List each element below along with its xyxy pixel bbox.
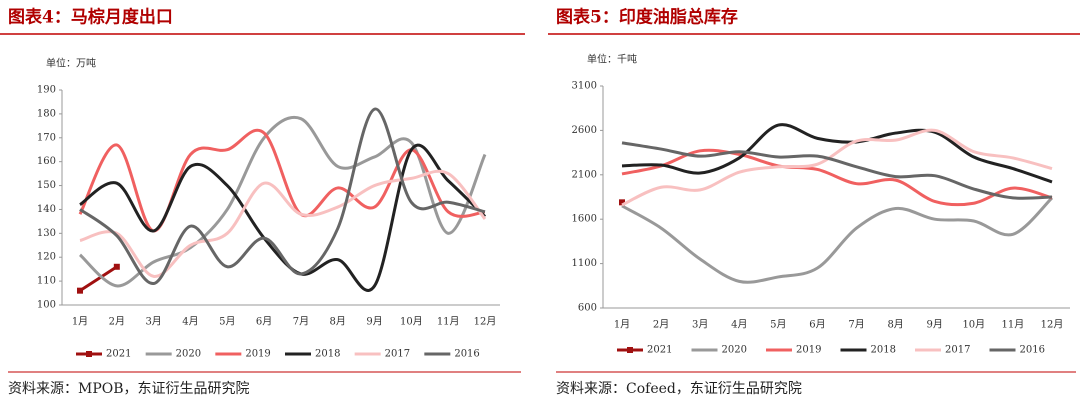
- legend-marker: [86, 351, 92, 357]
- x-tick-label: 11月: [1002, 319, 1025, 331]
- series-line: [621, 123, 1053, 184]
- y-tick-label: 150: [37, 180, 56, 191]
- y-tick-label: 110: [37, 276, 56, 287]
- y-tick-label: 120: [37, 252, 56, 263]
- series-line: [79, 265, 118, 292]
- legend-label: 2017: [385, 349, 410, 360]
- chart-title: 图表4：马棕月度出口: [8, 7, 173, 28]
- x-tick-label: 3月: [692, 319, 708, 331]
- legend-label: 2018: [315, 349, 340, 360]
- legend-label: 2018: [871, 345, 896, 356]
- y-tick-label: 1600: [572, 214, 597, 225]
- x-tick-label: 1月: [72, 316, 88, 328]
- x-tick-label: 4月: [182, 316, 198, 328]
- x-tick-label: 5月: [219, 316, 235, 328]
- y-tick-label: 100: [37, 300, 56, 311]
- x-tick-label: 6月: [256, 316, 272, 328]
- y-tick-label: 2600: [572, 125, 597, 136]
- unit-label: 单位：千吨: [587, 53, 637, 66]
- x-tick-label: 9月: [366, 316, 382, 328]
- legend-marker: [627, 347, 633, 353]
- series-line: [79, 107, 486, 285]
- chart-title: 图表5：印度油脂总库存: [556, 7, 738, 28]
- legend-label: 2019: [796, 345, 821, 356]
- legend-label: 2016: [454, 349, 479, 360]
- y-tick-label: 160: [37, 156, 56, 167]
- x-tick-label: 4月: [731, 319, 747, 331]
- x-tick-label: 7月: [293, 316, 309, 328]
- x-tick-label: 2月: [109, 316, 125, 328]
- point-marker: [619, 199, 625, 206]
- unit-label: 单位：万吨: [46, 57, 96, 70]
- legend-label: 2020: [176, 349, 201, 360]
- x-tick-label: 6月: [809, 319, 825, 331]
- y-tick-label: 140: [37, 204, 56, 215]
- x-tick-label: 11月: [437, 316, 460, 328]
- legend-label: 2021: [647, 345, 672, 356]
- series-line: [621, 148, 1053, 207]
- series-line: [78, 128, 486, 233]
- point-marker: [113, 263, 120, 270]
- point-marker: [77, 287, 83, 294]
- y-tick-label: 130: [37, 228, 56, 239]
- x-tick-label: 8月: [887, 319, 903, 331]
- series-line: [79, 169, 487, 278]
- source: 资料来源：MPOB，东证衍生品研究院: [8, 381, 250, 397]
- series-line: [78, 115, 487, 288]
- source: 资料来源：Cofeed，东证衍生品研究院: [556, 381, 802, 397]
- legend-label: 2021: [106, 349, 131, 360]
- legend-label: 2017: [945, 345, 970, 356]
- x-tick-label: 9月: [927, 319, 943, 331]
- x-tick-label: 1月: [614, 319, 630, 331]
- x-tick-label: 12月: [1041, 319, 1064, 331]
- x-tick-label: 3月: [145, 316, 161, 328]
- y-tick-label: 170: [37, 132, 56, 143]
- x-tick-label: 10月: [400, 316, 423, 328]
- series-line: [621, 141, 1053, 200]
- y-tick-label: 1100: [572, 258, 597, 269]
- x-tick-label: 12月: [474, 316, 497, 328]
- y-tick-label: 180: [37, 108, 56, 119]
- series-line: [621, 196, 1054, 284]
- legend-label: 2019: [245, 349, 270, 360]
- x-tick-label: 8月: [330, 316, 346, 328]
- legend-label: 2020: [722, 345, 747, 356]
- y-tick-label: 190: [37, 85, 56, 96]
- legend-label: 2016: [1020, 345, 1045, 356]
- series-line: [621, 128, 1053, 207]
- y-tick-label: 3100: [572, 81, 597, 92]
- x-tick-label: 7月: [848, 319, 864, 331]
- y-tick-label: 2100: [572, 169, 597, 180]
- x-tick-label: 10月: [962, 319, 985, 331]
- y-tick-label: 600: [578, 303, 597, 314]
- x-tick-label: 2月: [653, 319, 669, 331]
- x-tick-label: 5月: [770, 319, 786, 331]
